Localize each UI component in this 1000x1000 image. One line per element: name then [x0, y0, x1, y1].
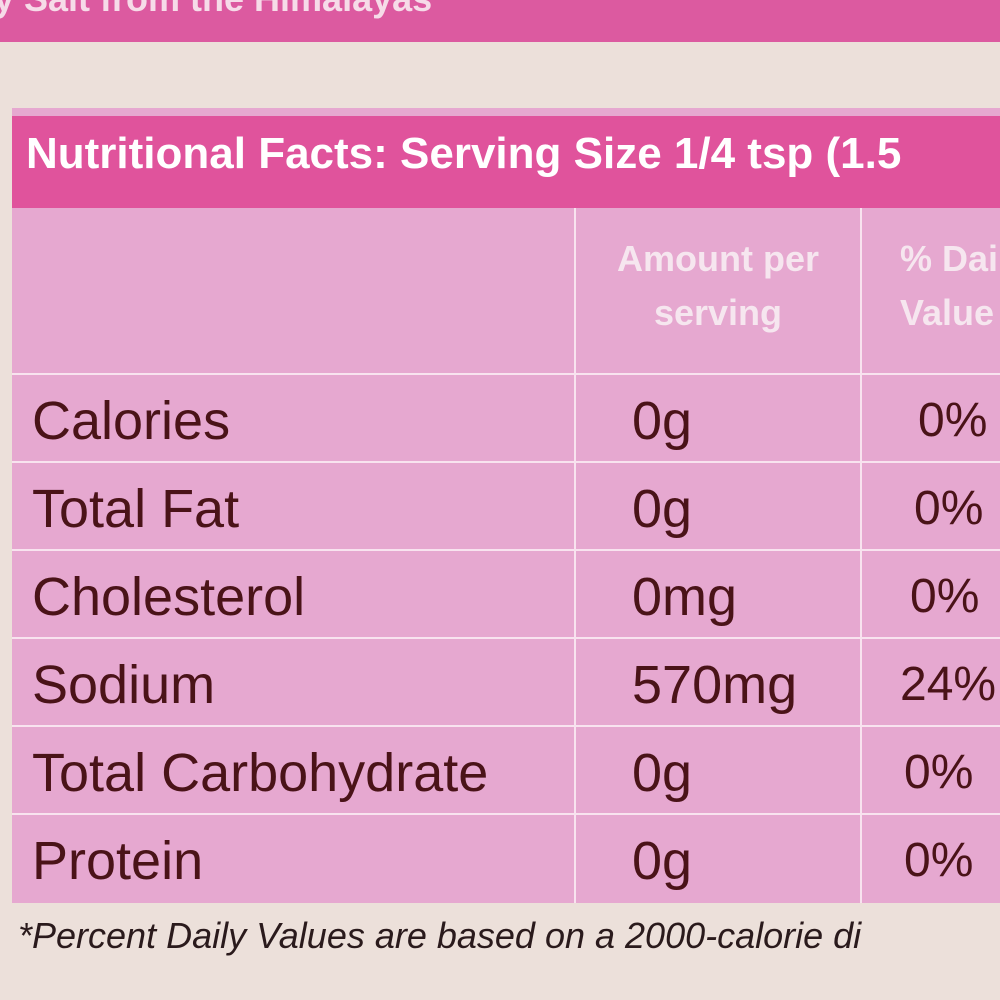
- nutrient-amount: 0g: [632, 831, 693, 891]
- column-header-daily-line2: Value: [900, 292, 995, 333]
- column-divider: [574, 208, 576, 903]
- row-divider: [12, 461, 1000, 463]
- nutrient-daily-value: 0%: [904, 746, 974, 799]
- nutrient-label: Calories: [32, 391, 231, 451]
- nutrient-label: Cholesterol: [32, 567, 306, 627]
- column-header-amount: Amount per serving: [576, 232, 860, 340]
- row-divider: [12, 549, 1000, 551]
- table-header-bar: [12, 116, 1000, 208]
- column-header-amount-line2: serving: [653, 292, 783, 333]
- column-header-daily-line1: % Dai: [900, 238, 999, 279]
- top-banner: y Salt from the Himalayas: [0, 0, 1000, 42]
- footnote: *Percent Daily Values are based on a 200…: [18, 915, 862, 956]
- nutrient-daily-value: 0%: [914, 482, 984, 535]
- row-divider: [12, 373, 1000, 375]
- nutrition-table: [12, 108, 1000, 903]
- nutrient-daily-value: 0%: [904, 834, 974, 887]
- row-divider: [12, 637, 1000, 639]
- table-title: Nutritional Facts: Serving Size 1/4 tsp …: [26, 129, 902, 178]
- nutrient-label: Sodium: [32, 655, 216, 715]
- column-header-daily-value: % Dai Value: [862, 232, 1000, 340]
- nutrient-amount: 0mg: [632, 567, 738, 627]
- column-header-amount-line1: Amount per: [617, 238, 819, 279]
- nutrient-label: Total Carbohydrate: [32, 743, 489, 803]
- nutrient-daily-value: 24%: [900, 658, 997, 711]
- nutrient-amount: 0g: [632, 479, 693, 539]
- nutrient-amount: 570mg: [632, 655, 798, 715]
- row-divider: [12, 813, 1000, 815]
- nutrient-daily-value: 0%: [918, 394, 988, 447]
- nutrient-amount: 0g: [632, 743, 693, 803]
- column-divider: [860, 208, 862, 903]
- nutrient-label: Protein: [32, 831, 204, 891]
- nutrient-daily-value: 0%: [910, 570, 980, 623]
- nutrient-label: Total Fat: [32, 479, 240, 539]
- row-divider: [12, 725, 1000, 727]
- nutrient-amount: 0g: [632, 391, 693, 451]
- banner-text: y Salt from the Himalayas: [0, 0, 432, 20]
